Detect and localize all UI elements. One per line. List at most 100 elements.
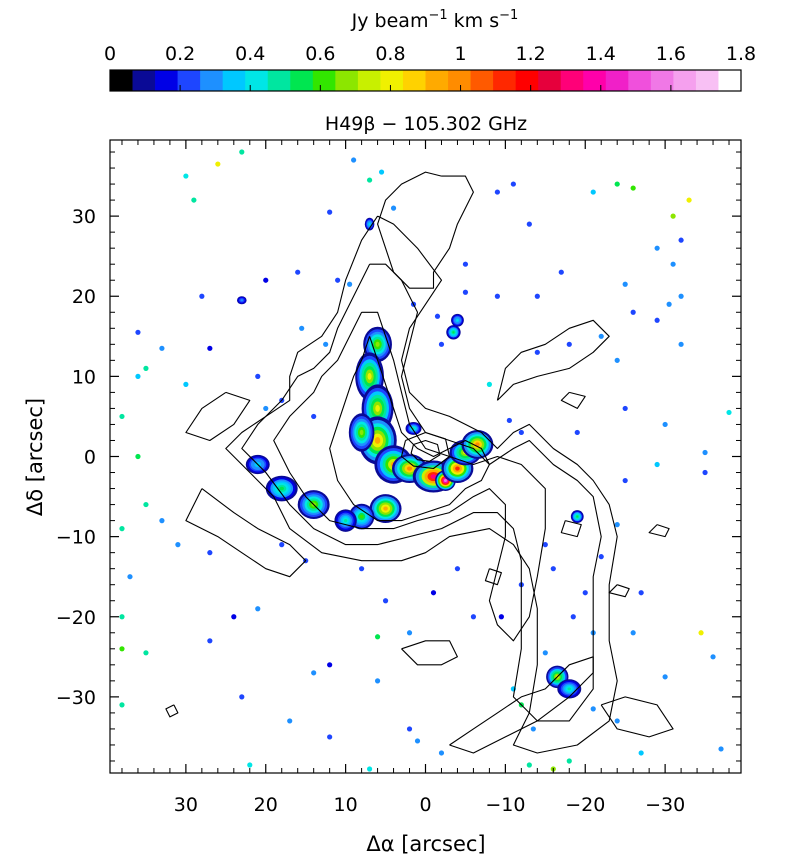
- speckle-point: [239, 149, 245, 155]
- speckle-point: [390, 205, 397, 211]
- emission-blob-level: [359, 429, 364, 436]
- speckle-point: [183, 173, 189, 179]
- speckle-point: [534, 349, 540, 355]
- speckle-point: [550, 566, 556, 572]
- contour-line: [401, 640, 458, 666]
- emission-blob-level: [368, 223, 371, 226]
- colorbar-cell: [335, 70, 359, 91]
- speckle-point: [255, 373, 261, 379]
- emission-blob-level: [407, 466, 413, 471]
- speckle-point: [718, 746, 724, 752]
- speckle-point: [378, 169, 385, 175]
- speckle-point: [323, 341, 329, 347]
- colorbar-cell: [583, 70, 607, 91]
- speckle-point: [335, 277, 341, 283]
- colorbar-cell: [628, 70, 652, 91]
- speckle-point: [366, 766, 373, 772]
- noise-speckles: [119, 149, 732, 772]
- speckle-point: [534, 293, 540, 299]
- speckle-point: [678, 341, 684, 347]
- x-tick-label: 30: [174, 794, 198, 816]
- speckle-point: [159, 345, 165, 351]
- speckle-point: [159, 518, 165, 524]
- speckle-point: [351, 157, 357, 163]
- speckle-point: [622, 281, 628, 287]
- speckle-point: [638, 590, 644, 596]
- speckle-point: [590, 706, 596, 712]
- speckle-point: [662, 421, 668, 428]
- contour-line: [329, 336, 490, 522]
- emission-blob-level: [374, 437, 381, 444]
- colorbar-cell: [177, 70, 201, 91]
- speckle-point: [614, 522, 620, 528]
- colorbar-cell: [695, 70, 719, 91]
- colorbar-cell: [312, 70, 336, 91]
- x-tick-label: 20: [254, 794, 278, 816]
- speckle-point: [207, 550, 213, 556]
- contour-line: [400, 431, 451, 470]
- emission-blob-level: [367, 372, 372, 380]
- colorbar-cell: [493, 70, 517, 91]
- colorbar-unit-mid: km s: [448, 10, 500, 32]
- speckle-point: [726, 409, 732, 416]
- emission-blob-level: [375, 341, 380, 347]
- speckle-point: [311, 413, 317, 420]
- speckle-point: [462, 261, 469, 267]
- speckle-point: [702, 469, 708, 476]
- colorbar-unit-exp2: −1: [499, 8, 518, 23]
- axis-ticks: [109, 85, 742, 773]
- contour-line: [410, 439, 441, 462]
- speckle-point: [574, 429, 580, 436]
- speckle-point: [247, 762, 253, 768]
- speckle-point: [374, 678, 381, 684]
- colorbar-tick-label: 0: [104, 43, 116, 65]
- speckle-point: [542, 650, 548, 656]
- colorbar-unit-exp1: −1: [428, 8, 447, 23]
- colorbar-cells: [110, 70, 742, 91]
- x-tick-label: −30: [645, 794, 685, 816]
- contour-line: [165, 704, 179, 718]
- colorbar-cell: [132, 70, 156, 91]
- contour-line: [560, 520, 582, 538]
- speckle-point: [614, 718, 620, 724]
- speckle-point: [311, 670, 317, 676]
- x-tick-label: −10: [485, 794, 525, 816]
- speckle-point: [191, 197, 197, 203]
- speckle-point: [558, 269, 564, 275]
- speckle-point: [374, 634, 381, 640]
- colorbar-tick-label: 0.2: [165, 43, 195, 65]
- emission-blob-level: [375, 404, 380, 412]
- contour-line: [377, 171, 474, 289]
- speckle-point: [566, 341, 572, 347]
- contour-line: [185, 391, 251, 442]
- emission-blob-level: [359, 514, 364, 519]
- speckle-point: [438, 341, 445, 347]
- colorbar-cell: [380, 70, 404, 91]
- speckle-point: [175, 542, 181, 548]
- emission-blob-level: [455, 466, 460, 471]
- speckle-point: [622, 405, 628, 412]
- colorbar-cell: [650, 70, 674, 91]
- speckle-point: [127, 574, 133, 580]
- speckle-point: [702, 449, 708, 456]
- contour-line: [449, 656, 594, 754]
- colorbar-cell: [673, 70, 697, 91]
- speckle-point: [518, 429, 524, 436]
- speckle-point: [279, 542, 285, 548]
- colorbar-cell: [515, 70, 539, 91]
- speckle-point: [630, 185, 636, 191]
- speckle-point: [678, 293, 684, 299]
- x-tick-label: 0: [419, 794, 431, 816]
- speckle-point: [470, 614, 477, 620]
- colorbar-tick-label: 0.8: [375, 43, 405, 65]
- speckle-point: [299, 325, 305, 331]
- speckle-point: [287, 718, 293, 724]
- speckle-point: [143, 650, 149, 656]
- speckle-point: [263, 277, 269, 283]
- colorbar-cell: [402, 70, 426, 91]
- colorbar-cell: [538, 70, 562, 91]
- speckle-point: [347, 281, 353, 287]
- y-tick-label: −10: [56, 527, 96, 549]
- y-tick-labels: 30 20 10 0 −10 −20 −30: [56, 206, 96, 709]
- y-tick-label: −30: [56, 687, 96, 709]
